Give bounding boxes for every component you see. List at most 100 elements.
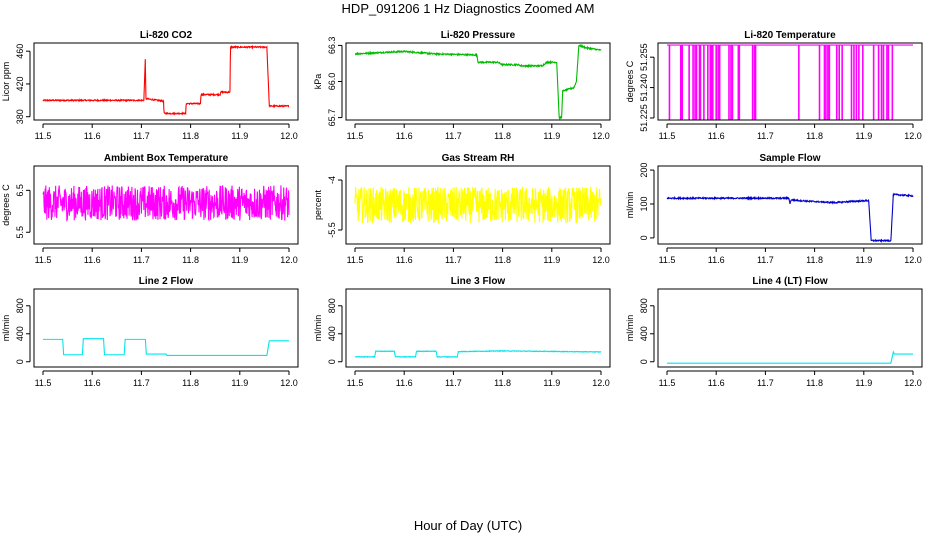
x-tick-label: 11.9	[855, 131, 872, 141]
y-tick-label: 100	[639, 196, 649, 211]
panel-3: Li-820 Temperature degrees C 11.5 11.6 11.7 1…	[625, 30, 923, 141]
x-tick-label: 11.5	[659, 255, 676, 265]
x-tick-label: 11.5	[347, 131, 364, 141]
x-axis-label: Hour of Day (UTC)	[413, 518, 523, 533]
y-tick-label: 51.240	[639, 74, 649, 102]
x-tick-label: 11.5	[659, 378, 676, 388]
plot-frame	[33, 165, 299, 245]
x-tick-label: 11.8	[182, 131, 199, 141]
x-tick-label: 11.6	[84, 131, 101, 141]
y-tick-label: 460	[15, 44, 25, 59]
series-line	[42, 44, 290, 116]
x-tick-label: 11.6	[396, 255, 413, 265]
y-tick-label: 51.225	[639, 104, 649, 132]
panel-title: Line 4 (LT) Flow	[752, 276, 828, 287]
x-tick-label: 11.7	[133, 255, 150, 265]
y-axis-label: kPa	[313, 74, 323, 90]
series-line	[354, 43, 602, 121]
y-tick-label: 51.255	[639, 43, 649, 71]
y-tick-label: 400	[327, 326, 337, 341]
x-tick-label: 12.0	[904, 378, 922, 388]
panel-9: Line 4 (LT) Flow ml/min 11.5 11.6 11.7 11.8 11…	[625, 276, 923, 388]
x-tick-label: 11.7	[133, 378, 150, 388]
x-tick-label: 11.7	[133, 131, 150, 141]
y-axis-label: ml/min	[1, 315, 11, 342]
x-tick-label: 11.6	[84, 378, 101, 388]
y-tick-label: 65.7	[327, 109, 337, 127]
x-tick-label: 12.0	[592, 255, 610, 265]
x-tick-label: 11.7	[445, 378, 462, 388]
panel-4: Ambient Box Temperature degrees C 11.5 11.6…	[1, 153, 299, 265]
x-tick-label: 11.6	[396, 131, 413, 141]
plot-frame	[657, 42, 923, 121]
x-tick-label: 11.6	[84, 255, 101, 265]
x-tick-label: 11.9	[855, 255, 872, 265]
x-tick-label: 11.9	[855, 378, 872, 388]
x-tick-label: 11.8	[182, 255, 199, 265]
x-tick-label: 11.6	[708, 255, 725, 265]
y-tick-label: 6.5	[15, 184, 25, 197]
panel-6: Sample Flow ml/min 11.5 11.6 11.7 11.8 11.9 12.…	[625, 153, 923, 265]
x-tick-label: 11.6	[708, 378, 725, 388]
x-tick-label: 11.5	[659, 131, 676, 141]
series-line	[354, 185, 602, 224]
plot-frame	[657, 165, 923, 245]
x-tick-label: 11.5	[347, 378, 364, 388]
panel-title: Sample Flow	[759, 153, 820, 164]
y-tick-label: 66.3	[327, 37, 337, 55]
y-tick-label: 420	[15, 76, 25, 91]
y-tick-label: 0	[15, 359, 25, 364]
y-axis-label: degrees C	[625, 60, 635, 102]
y-tick-label: 66.0	[327, 73, 337, 91]
x-tick-label: 11.5	[35, 131, 52, 141]
x-tick-label: 12.0	[592, 378, 610, 388]
y-axis-label: ml/min	[313, 315, 323, 342]
y-tick-label: 0	[327, 359, 337, 364]
series-line	[667, 350, 913, 364]
y-tick-label: 800	[639, 298, 649, 313]
panel-title: Line 3 Flow	[451, 276, 506, 287]
plot-frame	[657, 288, 923, 368]
x-tick-label: 11.7	[445, 255, 462, 265]
series-line	[43, 338, 289, 357]
panel-1: Li-820 CO2 Licor ppm 11.5 11.6 11.7 11.8 11.9 1…	[1, 30, 299, 141]
x-tick-label: 11.8	[806, 378, 823, 388]
panel-title: Line 2 Flow	[139, 276, 194, 287]
y-tick-label: -4	[327, 176, 337, 184]
x-tick-label: 12.0	[592, 131, 610, 141]
x-tick-label: 11.8	[494, 378, 511, 388]
x-tick-label: 11.8	[182, 378, 199, 388]
plot-frame	[345, 42, 611, 121]
y-tick-label: 800	[15, 298, 25, 313]
y-tick-label: 5.5	[15, 226, 25, 239]
panel-8: Line 3 Flow ml/min 11.5 11.6 11.7 11.8 11.9 12.…	[313, 276, 611, 388]
x-tick-label: 11.5	[347, 255, 364, 265]
y-tick-label: 200	[639, 163, 649, 178]
series-line	[354, 349, 602, 359]
y-tick-label: 800	[327, 298, 337, 313]
x-tick-label: 11.8	[806, 255, 823, 265]
y-tick-label: 380	[15, 109, 25, 124]
x-tick-label: 11.9	[231, 255, 248, 265]
x-tick-label: 12.0	[280, 255, 298, 265]
x-tick-label: 11.7	[445, 131, 462, 141]
panel-7: Line 2 Flow ml/min 11.5 11.6 11.7 11.8 11.9 12.…	[1, 276, 299, 388]
x-tick-label: 11.8	[494, 255, 511, 265]
y-axis-label: Licor ppm	[1, 62, 11, 102]
x-tick-label: 12.0	[280, 378, 298, 388]
plot-frame	[345, 288, 611, 368]
y-axis-label: ml/min	[625, 192, 635, 219]
x-tick-label: 11.9	[543, 378, 560, 388]
panel-title: Ambient Box Temperature	[104, 153, 229, 164]
y-axis-label: degrees C	[1, 184, 11, 226]
panel-title: Li-820 Temperature	[744, 30, 836, 41]
x-tick-label: 11.9	[543, 131, 560, 141]
y-axis-label: ml/min	[625, 315, 635, 342]
x-tick-label: 12.0	[904, 131, 922, 141]
panel-5: Gas Stream RH percent 11.5 11.6 11.7 11.8 11.9…	[313, 153, 611, 265]
series-line	[666, 192, 914, 244]
x-tick-label: 11.7	[757, 131, 774, 141]
x-tick-label: 11.8	[806, 131, 823, 141]
plot-frame	[33, 288, 299, 368]
